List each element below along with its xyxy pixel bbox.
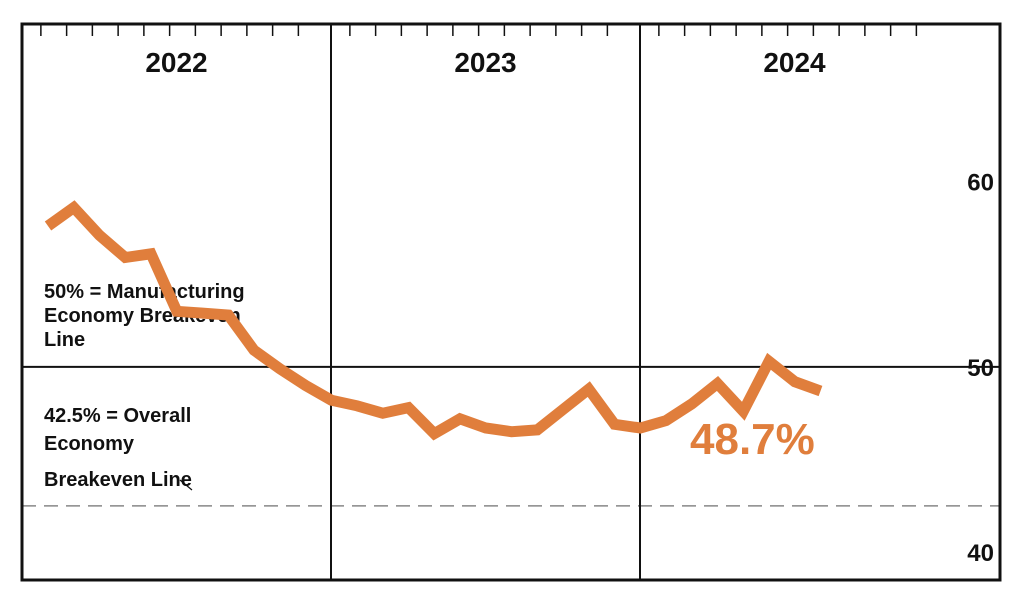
year-dividers <box>330 24 641 580</box>
reference-lines <box>22 365 1000 507</box>
annotation-leader <box>179 479 193 491</box>
reference-annotation-0-line-2: Line <box>44 329 85 351</box>
reference-annotation-1-line-0: 42.5% = Overall <box>44 405 191 427</box>
y-tick-50: 50 <box>967 355 994 382</box>
year-label-2022: 2022 <box>145 47 207 78</box>
plot-frame <box>20 22 1002 582</box>
reference-annotation-1-line-2: Breakeven Line <box>44 469 192 491</box>
y-axis-ticks: 40 50 60 <box>967 170 994 568</box>
year-label-2023: 2023 <box>454 47 516 78</box>
reference-annotation-1-line-1: Economy <box>44 433 135 455</box>
y-tick-60: 60 <box>967 170 994 197</box>
y-tick-40: 40 <box>967 540 994 567</box>
reference-annotation-0-line-0: 50% = Manufacturing <box>44 281 245 303</box>
year-labels: 2022 2023 2024 <box>145 47 826 78</box>
month-ticks <box>40 24 918 36</box>
year-label-2024: 2024 <box>763 47 826 78</box>
series-layer <box>44 200 823 441</box>
latest-value-callout: 48.7% <box>690 415 815 464</box>
